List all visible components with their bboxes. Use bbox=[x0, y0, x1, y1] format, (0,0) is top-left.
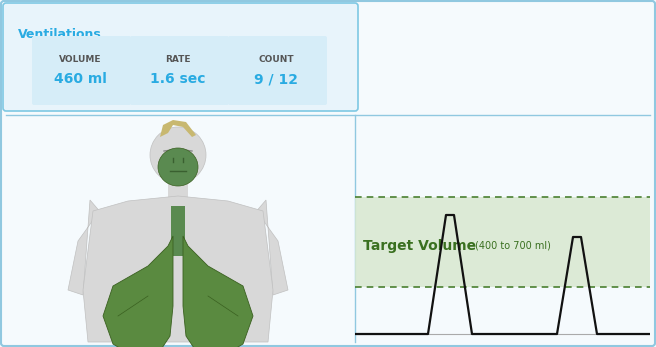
Text: 1.6 sec: 1.6 sec bbox=[150, 72, 206, 86]
Bar bbox=[171, 206, 185, 256]
Text: VOLUME: VOLUME bbox=[59, 55, 101, 64]
Text: RATE: RATE bbox=[165, 55, 191, 64]
FancyBboxPatch shape bbox=[3, 3, 358, 111]
Polygon shape bbox=[103, 236, 173, 347]
Polygon shape bbox=[183, 236, 253, 347]
Circle shape bbox=[150, 127, 206, 183]
Polygon shape bbox=[68, 200, 108, 295]
Text: COUNT: COUNT bbox=[258, 55, 294, 64]
Polygon shape bbox=[83, 196, 273, 342]
Polygon shape bbox=[160, 120, 196, 137]
Bar bbox=[168, 181, 188, 203]
Text: (400 to 700 ml): (400 to 700 ml) bbox=[475, 241, 551, 251]
FancyBboxPatch shape bbox=[130, 36, 229, 105]
Text: Ventilations: Ventilations bbox=[18, 28, 102, 41]
Text: 9 / 12: 9 / 12 bbox=[254, 72, 298, 86]
Bar bbox=[355, 197, 650, 287]
Ellipse shape bbox=[158, 148, 198, 186]
FancyBboxPatch shape bbox=[228, 36, 327, 105]
Polygon shape bbox=[248, 200, 288, 295]
Text: 460 ml: 460 ml bbox=[54, 72, 106, 86]
Text: Target Volume: Target Volume bbox=[363, 239, 476, 253]
FancyBboxPatch shape bbox=[32, 36, 131, 105]
